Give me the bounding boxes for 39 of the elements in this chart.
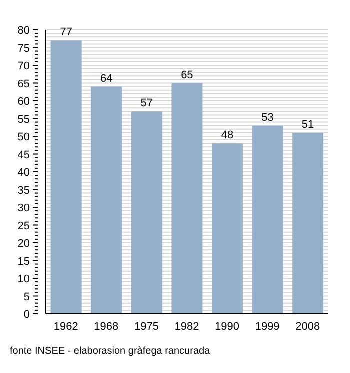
y-tick-label: 35	[18, 184, 30, 197]
x-tick-label: 1968	[94, 320, 119, 333]
y-tick-label: 10	[18, 274, 30, 286]
bar	[131, 112, 162, 314]
bar	[91, 86, 122, 314]
bar	[212, 144, 243, 314]
source-note: fonte INSEE - elaborasion gràfega rancurada	[10, 346, 212, 357]
y-tick-label: 60	[18, 96, 30, 108]
x-tick-label: 1982	[174, 320, 200, 333]
data-label: 65	[181, 69, 194, 82]
y-tick-label: 20	[18, 238, 30, 250]
y-tick-label: 55	[18, 114, 30, 126]
y-tick-label: 45	[18, 149, 30, 162]
x-tick-label: 1999	[255, 320, 280, 333]
y-tick-label: 5	[24, 291, 30, 304]
y-tick-label: 50	[18, 132, 30, 144]
y-tick-label: 30	[18, 202, 30, 214]
y-tick-label: 80	[18, 25, 30, 37]
bar	[50, 40, 82, 314]
y-tick-label: 0	[24, 309, 30, 321]
data-label: 57	[140, 98, 154, 110]
y-tick-label: 75	[18, 42, 30, 55]
data-label: 48	[221, 130, 234, 142]
x-tick-label: 1975	[134, 320, 159, 333]
data-label: 77	[60, 26, 72, 39]
bar	[172, 83, 203, 314]
bar	[252, 126, 284, 314]
y-tick-label: 65	[18, 78, 30, 90]
y-tick-label: 70	[18, 60, 30, 72]
x-tick-label: 1962	[54, 320, 78, 333]
bar	[292, 132, 324, 314]
data-label: 51	[302, 118, 314, 131]
y-tick-label: 40	[18, 167, 30, 179]
y-tick-label: 15	[18, 256, 30, 268]
y-tick-label: 25	[18, 220, 30, 232]
data-label: 53	[262, 112, 274, 124]
x-tick-label: 1990	[215, 320, 240, 333]
x-tick-label: 2008	[296, 320, 320, 333]
data-label: 64	[100, 72, 113, 85]
